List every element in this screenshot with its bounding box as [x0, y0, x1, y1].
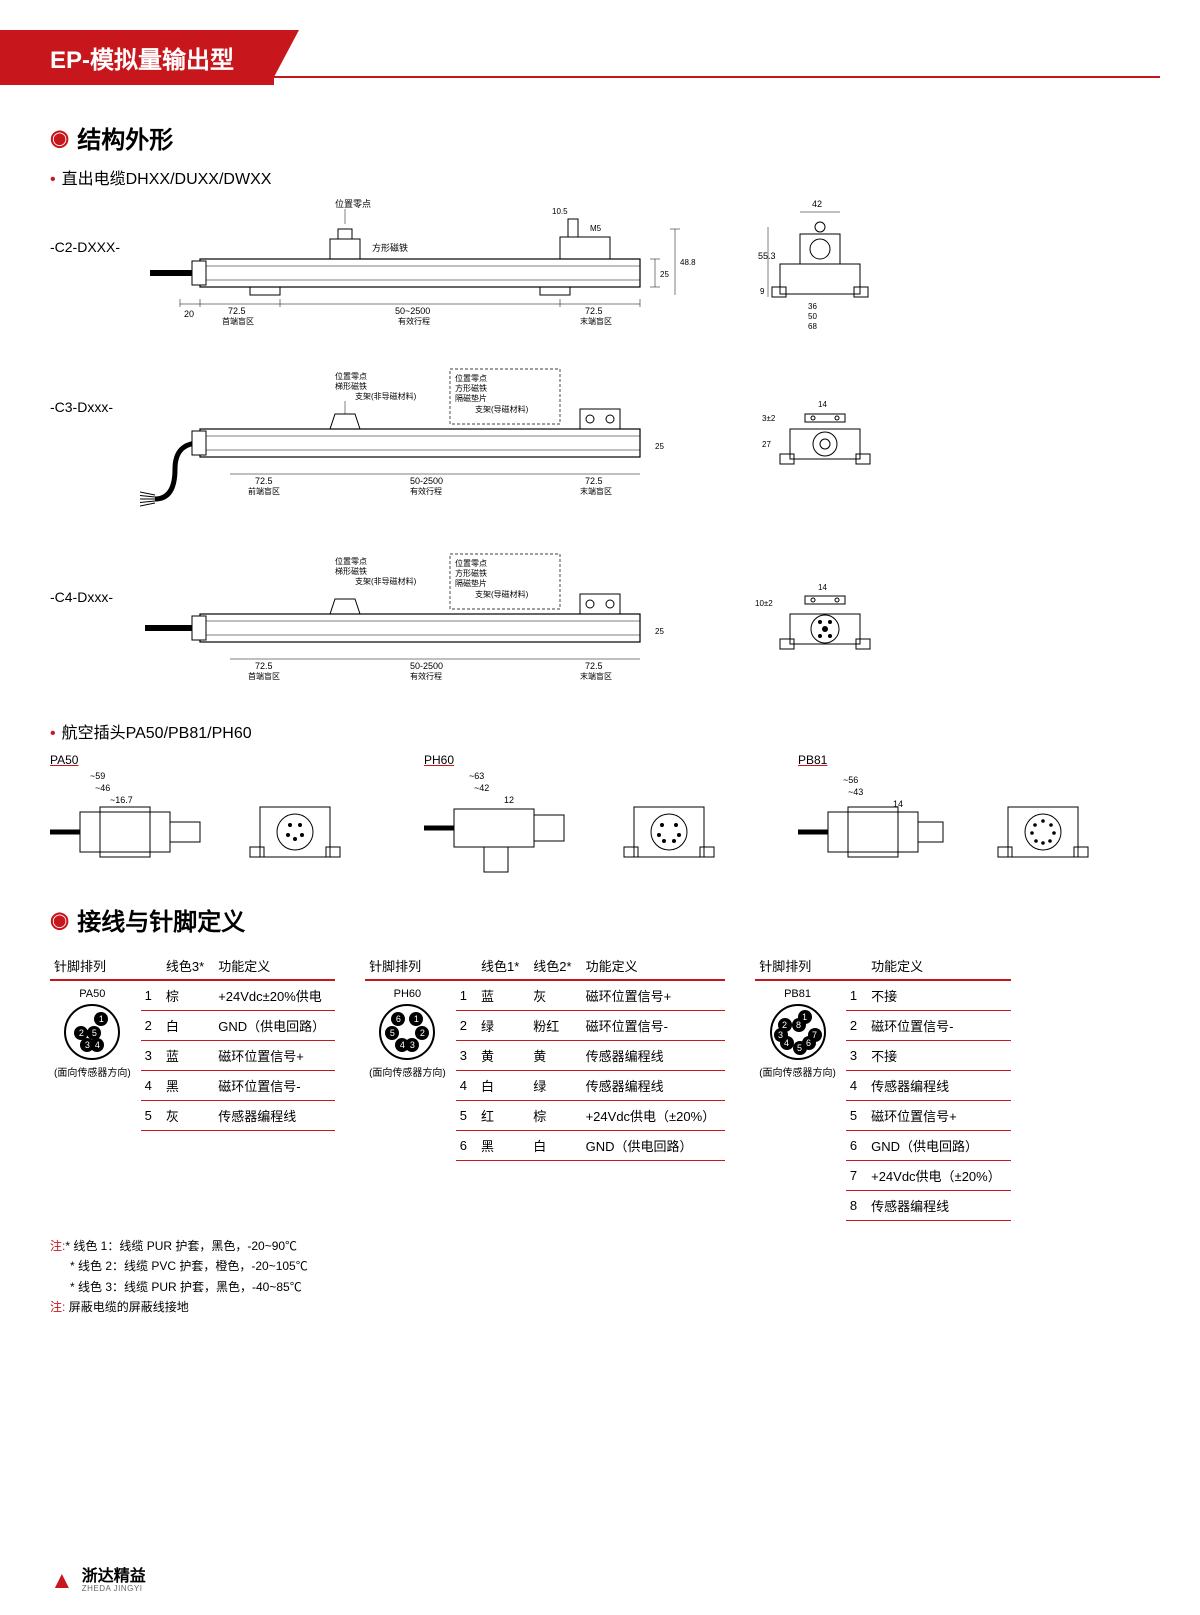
sensor-c3-svg: 位置零点 梯形磁铁 支架(非导磁材料) 位置零点 方形磁铁 隔磁垫片 支架(导磁…: [140, 359, 1150, 529]
connector-diagrams: PA50 ~59 ~46 ~16.7 PH60: [50, 753, 1150, 882]
svg-text:~56: ~56: [843, 775, 858, 785]
svg-text:~16.7: ~16.7: [110, 795, 133, 805]
svg-text:位置零点: 位置零点: [335, 199, 371, 209]
svg-text:68: 68: [808, 322, 817, 331]
svg-text:~42: ~42: [474, 783, 489, 793]
arrow-icon: ◉: [50, 907, 69, 933]
svg-text:72.5: 72.5: [255, 476, 273, 486]
svg-text:位置零点: 位置零点: [455, 373, 487, 383]
svg-text:方形磁铁: 方形磁铁: [455, 383, 487, 393]
svg-text:位置零点: 位置零点: [335, 371, 367, 381]
svg-text:50-2500: 50-2500: [410, 476, 443, 486]
svg-text:有效行程: 有效行程: [410, 486, 442, 496]
page-title: EP-模拟量输出型: [0, 30, 274, 85]
section-wiring: ◉ 接线与针脚定义: [50, 902, 1150, 937]
svg-text:梯形磁铁: 梯形磁铁: [335, 381, 367, 391]
svg-text:首端盲区: 首端盲区: [248, 671, 280, 681]
svg-text:55.3: 55.3: [758, 251, 776, 261]
svg-text:~63: ~63: [469, 771, 484, 781]
svg-text:25: 25: [655, 627, 664, 636]
svg-text:前端盲区: 前端盲区: [248, 486, 280, 496]
svg-text:50~2500: 50~2500: [395, 306, 430, 316]
svg-text:末端盲区: 末端盲区: [580, 671, 612, 681]
pin-circle-pb81: 1 2 3 4 5 6 7 8: [770, 1004, 826, 1060]
notes: 注:* 线色 1：线缆 PUR 护套，黑色，-20~90℃ * 线色 2：线缆 …: [50, 1236, 1150, 1318]
svg-text:有效行程: 有效行程: [410, 671, 442, 681]
svg-text:48.8: 48.8: [680, 258, 696, 267]
svg-text:支架(非导磁材料): 支架(非导磁材料): [355, 391, 417, 401]
svg-text:20: 20: [184, 309, 194, 319]
logo-icon: ▲: [50, 1567, 74, 1595]
svg-text:M5: M5: [590, 224, 602, 233]
svg-text:9: 9: [760, 287, 765, 296]
svg-text:支架(非导磁材料): 支架(非导磁材料): [355, 576, 417, 586]
svg-text:末端盲区: 末端盲区: [580, 316, 612, 326]
sensor-c4-svg: 位置零点 梯形磁铁 支架(非导磁材料) 位置零点 方形磁铁 隔磁垫片 支架(导磁…: [140, 549, 1150, 699]
svg-text:25: 25: [655, 442, 664, 451]
svg-text:14: 14: [818, 400, 827, 409]
svg-text:支架(导磁材料): 支架(导磁材料): [475, 589, 529, 599]
svg-text:支架(导磁材料): 支架(导磁材料): [475, 404, 529, 414]
svg-text:~59: ~59: [90, 771, 105, 781]
svg-text:隔磁垫片: 隔磁垫片: [455, 578, 487, 588]
svg-text:方形磁铁: 方形磁铁: [372, 242, 408, 253]
svg-text:36: 36: [808, 302, 817, 311]
pin-tables: 针脚排列 线色3* 功能定义 PA50 1 2 3 4 5 (: [50, 952, 1150, 1221]
svg-text:~46: ~46: [95, 783, 110, 793]
svg-text:隔磁垫片: 隔磁垫片: [455, 393, 487, 403]
diagram-c2: -C2-DXXX- 方形磁铁 位置零点 10.5 M5: [50, 199, 1150, 339]
pin-circle-pa50: 1 2 3 4 5: [64, 1004, 120, 1060]
table-pa50: 针脚排列 线色3* 功能定义 PA50 1 2 3 4 5 (: [50, 952, 335, 1221]
svg-text:25: 25: [660, 270, 669, 279]
header-bar: EP-模拟量输出型: [0, 30, 1200, 80]
svg-text:72.5: 72.5: [585, 661, 603, 671]
svg-text:72.5: 72.5: [255, 661, 273, 671]
svg-text:首端盲区: 首端盲区: [222, 316, 254, 326]
svg-text:有效行程: 有效行程: [398, 316, 430, 326]
pin-circle-ph60: 1 2 3 4 5 6: [379, 1004, 435, 1060]
table-ph60: 针脚排列 线色1* 线色2* 功能定义 PH60 1 2 3 4 5: [365, 952, 725, 1221]
sensor-c2-svg: 方形磁铁 位置零点 10.5 M5 20 72.5 首端盲区 50~2500 有…: [140, 199, 1150, 339]
svg-text:位置零点: 位置零点: [455, 558, 487, 568]
svg-text:3±2: 3±2: [762, 414, 776, 423]
svg-text:50-2500: 50-2500: [410, 661, 443, 671]
svg-text:72.5: 72.5: [585, 476, 603, 486]
subtitle-connector: •航空插头PA50/PB81/PH60: [50, 719, 1150, 743]
subtitle-cable: •直出电缆DHXX/DUXX/DWXX: [50, 165, 1150, 189]
svg-text:10.5: 10.5: [552, 207, 568, 216]
diagram-c3: -C3-Dxxx- 位置零点 梯形磁铁 支架(非导磁材料) 位置零点 方形磁铁 …: [50, 359, 1150, 529]
svg-text:位置零点: 位置零点: [335, 556, 367, 566]
arrow-icon: ◉: [50, 125, 69, 151]
svg-text:方形磁铁: 方形磁铁: [455, 568, 487, 578]
svg-text:12: 12: [504, 795, 514, 805]
svg-text:~43: ~43: [848, 787, 863, 797]
table-pb81: 针脚排列 功能定义 PB81 1 2 3 4 5 6 7: [755, 952, 1011, 1221]
svg-text:10±2: 10±2: [755, 599, 773, 608]
svg-text:14: 14: [818, 583, 827, 592]
svg-text:梯形磁铁: 梯形磁铁: [335, 566, 367, 576]
svg-text:72.5: 72.5: [228, 306, 246, 316]
section-structure: ◉ 结构外形: [50, 120, 1150, 155]
svg-text:末端盲区: 末端盲区: [580, 486, 612, 496]
svg-text:42: 42: [812, 199, 822, 209]
diagram-c4: -C4-Dxxx- 位置零点 梯形磁铁 支架(非导磁材料) 位置零点 方形磁铁 …: [50, 549, 1150, 699]
svg-text:27: 27: [762, 440, 771, 449]
svg-text:72.5: 72.5: [585, 306, 603, 316]
svg-text:50: 50: [808, 312, 817, 321]
footer: ▲ 浙达精益 ZHEDA JINGYI: [50, 1567, 146, 1595]
